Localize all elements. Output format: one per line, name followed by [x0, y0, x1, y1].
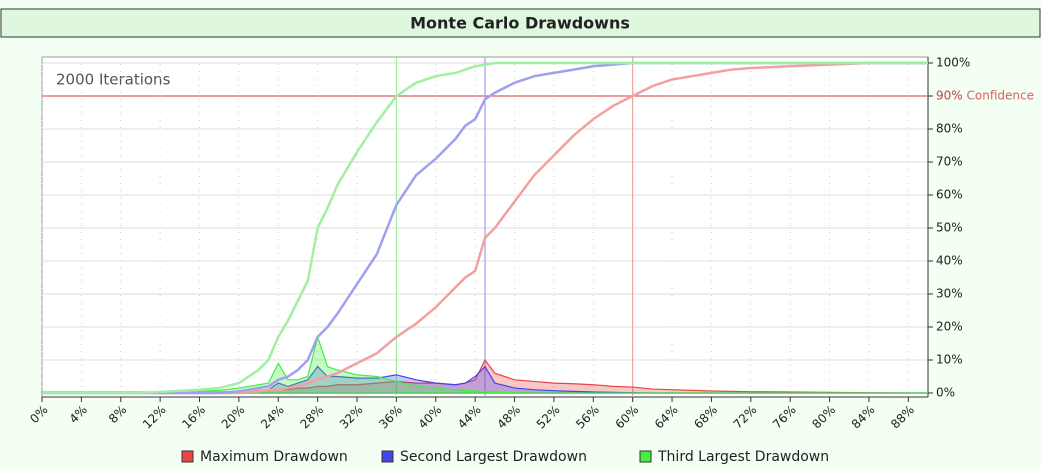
- y-tick-label: 20%: [936, 320, 963, 334]
- legend-label: Maximum Drawdown: [200, 449, 348, 465]
- chart-title: Monte Carlo Drawdowns: [410, 14, 630, 33]
- y-tick-label: 0%: [936, 386, 955, 400]
- y-tick-label: 10%: [936, 353, 963, 367]
- y-tick-label: 80%: [936, 122, 963, 136]
- annotation: 2000 Iterations: [56, 71, 171, 89]
- y-tick-label: 60%: [936, 188, 963, 202]
- y-tick-label: 70%: [936, 155, 963, 169]
- y-tick-label: 100%: [936, 56, 970, 70]
- legend-swatch: [381, 450, 394, 463]
- y-tick-label: 50%: [936, 221, 963, 235]
- legend-swatch: [181, 450, 194, 463]
- cumulative-line: [42, 61, 928, 395]
- title-bar: [0, 8, 1041, 38]
- y-tick-label: 90%: [936, 89, 963, 103]
- confidence-label: 90% Confidence: [936, 89, 1034, 103]
- legend-swatch: [639, 450, 652, 463]
- y-tick-label: 30%: [936, 287, 963, 301]
- y-tick-label: 40%: [936, 254, 963, 268]
- legend-label: Second Largest Drawdown: [400, 449, 587, 465]
- density-area: [41, 334, 928, 394]
- cumulative-line: [42, 61, 928, 395]
- legend-label: Third Largest Drawdown: [657, 449, 829, 465]
